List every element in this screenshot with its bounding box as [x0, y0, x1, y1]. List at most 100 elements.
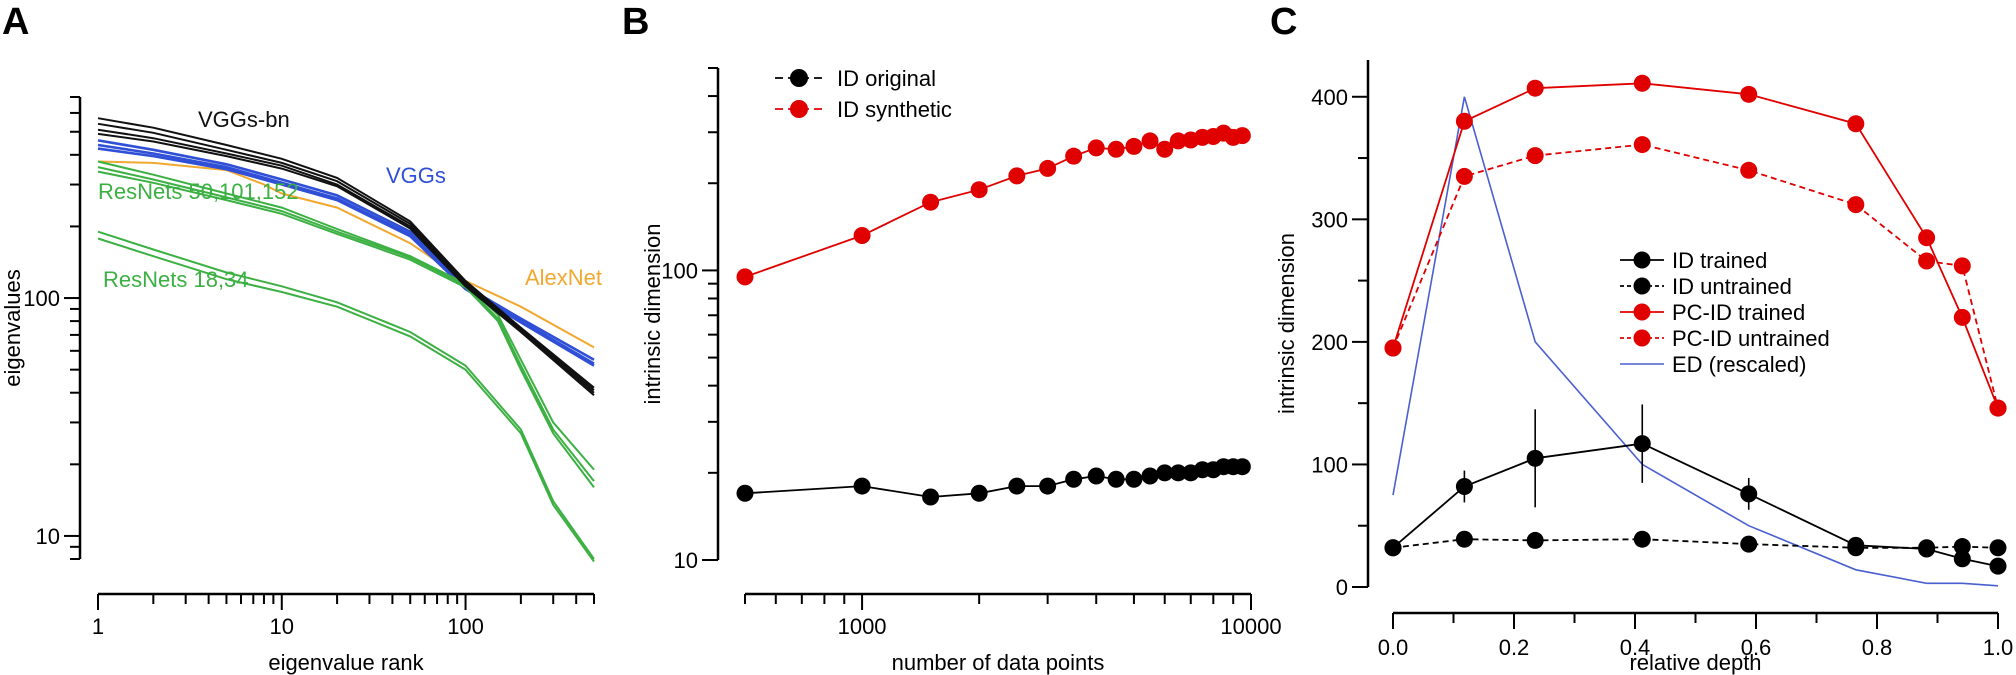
y-axis-title: eigenvalues — [0, 269, 25, 386]
data-point — [970, 181, 988, 199]
panel-a: A 1 10 100 10 100 eigenvalue rank eigenvalues VG… — [0, 1, 602, 675]
curve-alexnet — [97, 160, 595, 349]
curve-resnets — [97, 160, 595, 471]
x-tick-label: 10 — [270, 614, 294, 639]
curve-resnets — [97, 237, 595, 563]
data-point — [1107, 140, 1125, 158]
y-axis-title: intrinsic dimension — [640, 224, 665, 405]
data-point — [970, 484, 988, 502]
data-point — [1918, 252, 1936, 270]
data-point — [1989, 539, 2007, 557]
data-point — [1953, 308, 1971, 326]
group-label: ResNets 50,101,152 — [98, 179, 299, 204]
data-point — [1953, 257, 1971, 275]
data-point — [1526, 449, 1544, 467]
group-label: AlexNet — [525, 265, 602, 290]
legend-marker — [790, 69, 808, 87]
x-tick-label: 10000 — [1220, 614, 1281, 639]
data-point — [736, 268, 754, 286]
data-point — [1740, 85, 1758, 103]
x-axis-title: eigenvalue rank — [268, 650, 424, 675]
series-line — [1392, 143, 1999, 409]
curve-vggs-bn — [97, 128, 595, 394]
curve-vggs-bn — [97, 122, 595, 391]
data-point — [1233, 127, 1251, 145]
curve-resnets — [97, 230, 595, 560]
data-point — [1455, 478, 1473, 496]
data-point — [1526, 147, 1544, 165]
data-point — [1233, 458, 1251, 476]
data-point — [1847, 115, 1865, 133]
data-point — [1633, 435, 1651, 453]
curve-vggs-bn — [97, 132, 595, 397]
legend-marker — [1633, 251, 1651, 269]
data-point — [1156, 464, 1174, 482]
data-point — [1087, 467, 1105, 485]
data-point — [1847, 536, 1865, 554]
data-point — [1989, 557, 2007, 575]
series-line — [1392, 442, 1999, 568]
data-point — [1156, 140, 1174, 158]
data-point — [1847, 196, 1865, 214]
data-point — [1008, 167, 1026, 185]
data-point — [1455, 112, 1473, 130]
data-point — [1953, 538, 1971, 556]
panel-c: C 0.0 0.2 0.4 0.6 0.8 1.0 0 100 200 300 400 relative… — [1270, 1, 2013, 675]
data-point — [1526, 531, 1544, 549]
series-line — [1392, 538, 1999, 549]
x-tick-label: 1000 — [838, 614, 887, 639]
legend-label: ID original — [837, 66, 936, 91]
y-tick-label: 400 — [1311, 85, 1348, 110]
data-point — [1740, 485, 1758, 503]
y-tick-label: 100 — [1311, 452, 1348, 477]
data-point — [1125, 470, 1143, 488]
data-point — [1039, 159, 1057, 177]
data-point — [1918, 540, 1936, 558]
y-axis-title: intrinsic dimension — [1274, 233, 1299, 414]
data-point — [1633, 136, 1651, 154]
y-tick-label: 0 — [1336, 575, 1348, 600]
legend-marker — [790, 100, 808, 118]
data-point — [736, 484, 754, 502]
x-tick-label: 0.0 — [1378, 635, 1409, 660]
data-point — [1953, 550, 1971, 568]
data-point — [853, 477, 871, 495]
legend-marker — [1633, 329, 1651, 347]
legend-label: ID synthetic — [837, 97, 952, 122]
data-point — [1455, 167, 1473, 185]
curve-resnets — [97, 170, 595, 489]
panel-b: B 1000 10000 10 100 number of data points intr… — [622, 1, 1282, 675]
data-point — [1169, 464, 1187, 482]
x-tick-label: 0.4 — [1620, 635, 1651, 660]
legend-label: ID trained — [1672, 248, 1767, 273]
data-point — [853, 226, 871, 244]
group-label: ResNets 18,34 — [103, 267, 249, 292]
y-tick-label: 10 — [674, 548, 698, 573]
y-tick-label: 10 — [36, 524, 60, 549]
data-point — [1384, 539, 1402, 557]
x-tick-label: 0.8 — [1862, 635, 1893, 660]
data-point — [1008, 477, 1026, 495]
legend-marker — [1633, 277, 1651, 295]
data-point — [1141, 467, 1159, 485]
data-point — [1065, 470, 1083, 488]
curve-vggs — [97, 139, 595, 361]
data-point — [1087, 139, 1105, 157]
y-tick-label: 100 — [661, 258, 698, 283]
data-point — [922, 193, 940, 211]
data-point — [1989, 399, 2007, 417]
panel-label-b: B — [622, 1, 649, 43]
panel-label-c: C — [1270, 1, 1297, 43]
x-axis-title: relative depth — [1629, 650, 1761, 675]
x-tick-label: 1 — [92, 614, 104, 639]
group-label: VGGs-bn — [198, 107, 290, 132]
data-point — [1141, 132, 1159, 150]
data-point — [1125, 137, 1143, 155]
curve-vggs-bn — [97, 117, 595, 389]
data-point — [1039, 477, 1057, 495]
data-point — [1107, 470, 1125, 488]
data-point — [1633, 74, 1651, 92]
data-point — [1169, 132, 1187, 150]
data-point — [1918, 229, 1936, 247]
